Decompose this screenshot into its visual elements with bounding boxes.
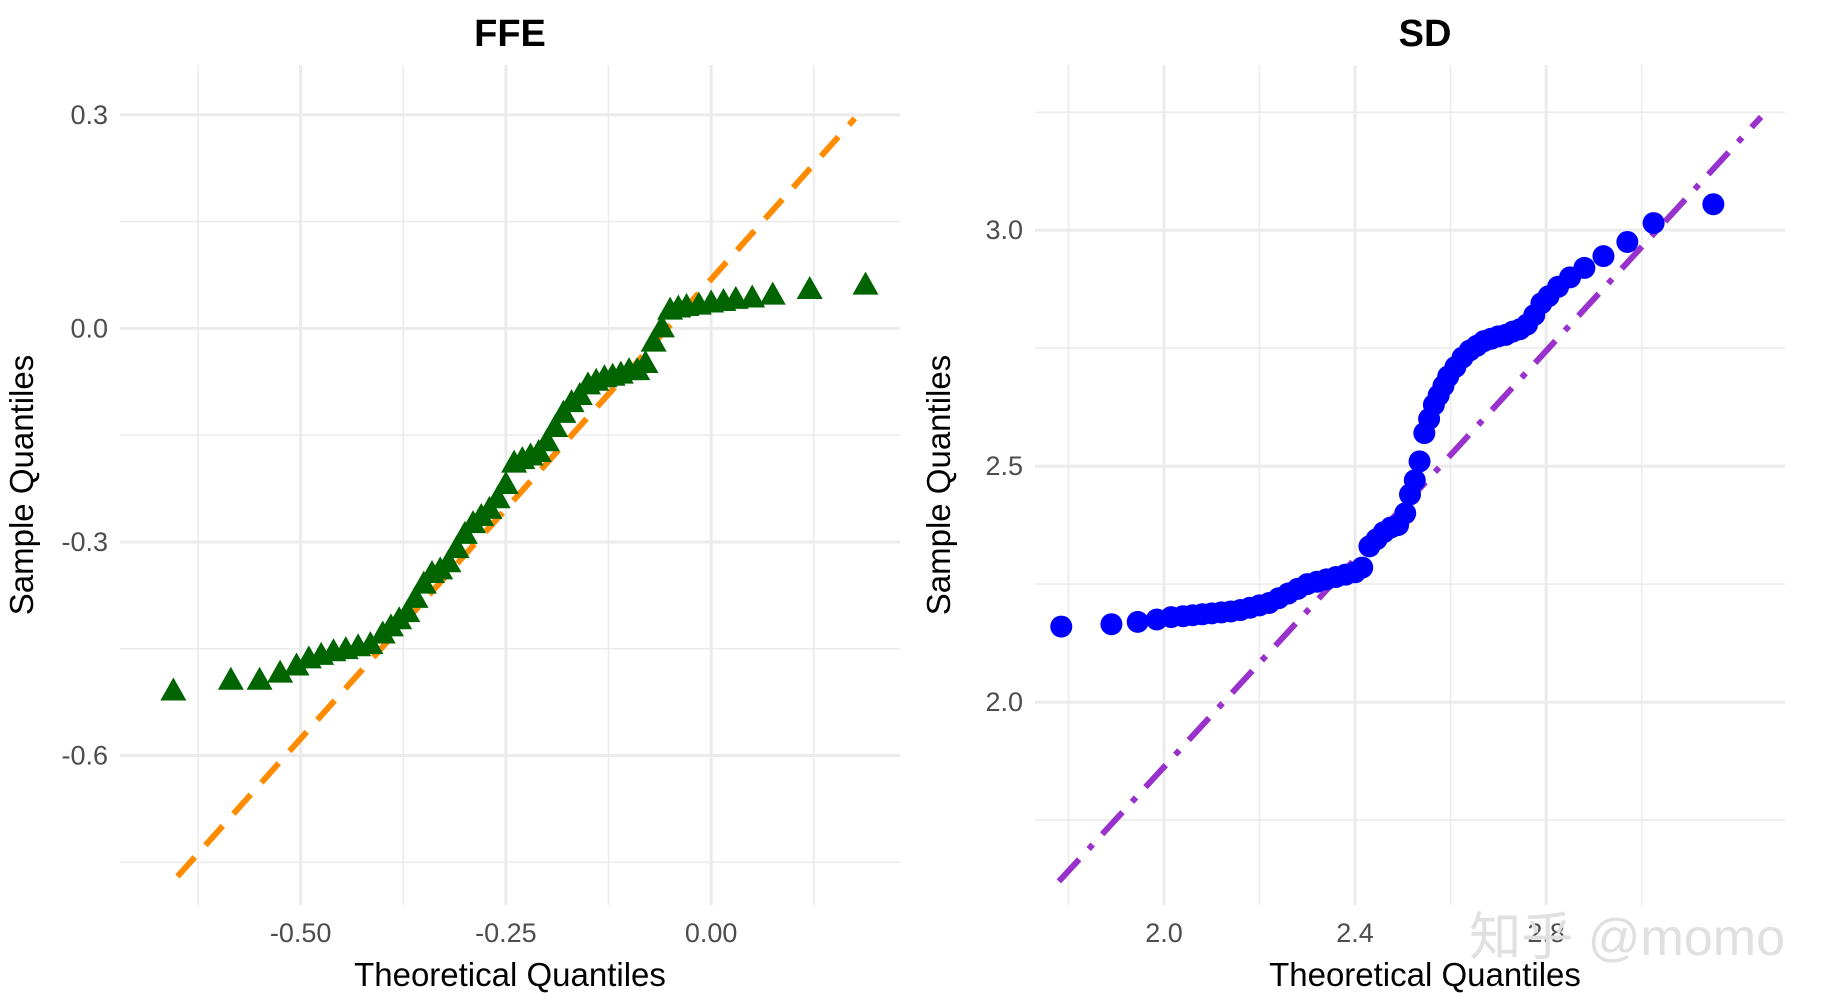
data-points <box>1050 193 1725 638</box>
data-point <box>1616 230 1639 253</box>
data-point <box>217 666 244 690</box>
data-point <box>394 599 421 623</box>
data-point <box>640 328 667 352</box>
x-tick-label: -0.25 <box>475 918 537 948</box>
data-point <box>283 652 310 676</box>
x-tick-label: -0.50 <box>270 918 332 948</box>
data-point <box>533 428 560 452</box>
qq-panel-1: -0.50 -0.25 0.00 0.3 0.0 -0.3 -0.6 FFE Theoretic… <box>3 13 900 993</box>
data-point <box>1050 615 1073 638</box>
data-point <box>542 414 569 438</box>
data-point <box>1642 212 1665 235</box>
watermark: 知乎 @momo <box>1469 909 1785 967</box>
data-point <box>1573 256 1596 279</box>
panel-title: FFE <box>474 13 546 55</box>
data-point <box>402 584 429 608</box>
data-point <box>267 659 294 683</box>
data-point <box>852 271 879 295</box>
y-tick-label: 2.5 <box>985 451 1023 481</box>
data-point <box>1351 556 1374 579</box>
y-tick-label: -0.3 <box>61 527 108 557</box>
data-point <box>632 349 659 373</box>
y-tick-label: 2.0 <box>985 687 1023 717</box>
y-tick-label: 0.3 <box>70 100 108 130</box>
data-point <box>1100 613 1123 636</box>
data-point <box>492 471 519 494</box>
x-axis-title: Theoretical Quantiles <box>354 956 666 993</box>
data-point <box>443 535 470 559</box>
data-point <box>1702 193 1725 216</box>
y-tick-label: 0.0 <box>70 313 108 343</box>
y-tick-label: -0.6 <box>61 741 108 771</box>
x-axis-title: Theoretical Quantiles <box>1269 956 1581 993</box>
x-tick-label: 0.00 <box>685 918 738 948</box>
data-point <box>1408 450 1431 473</box>
data-point <box>160 677 187 701</box>
data-point <box>796 275 823 299</box>
panels: -0.50 -0.25 0.00 0.3 0.0 -0.3 -0.6 FFE Theoretic… <box>3 13 1785 993</box>
x-tick-label: 2.4 <box>1336 918 1374 948</box>
y-axis-title: Sample Quantiles <box>3 355 40 615</box>
data-points <box>160 271 879 701</box>
qq-panel-2: 2.0 2.4 2.8 3.0 2.5 2.0 SD Theoretical Quantile… <box>920 13 1785 993</box>
data-point <box>1403 469 1426 492</box>
data-point <box>648 314 675 338</box>
data-point <box>759 281 786 305</box>
panel-title: SD <box>1399 13 1452 55</box>
qq-reference-line <box>175 116 858 879</box>
y-tick-label: 3.0 <box>985 215 1023 245</box>
data-point <box>1126 610 1149 633</box>
data-point <box>484 485 511 509</box>
y-axis-title: Sample Quantiles <box>920 355 957 615</box>
data-point <box>1592 245 1615 268</box>
x-tick-label: 2.0 <box>1145 918 1183 948</box>
data-point <box>1394 502 1417 525</box>
data-point <box>246 666 273 690</box>
data-point <box>435 549 462 573</box>
x-tick-label: 2.8 <box>1527 918 1565 948</box>
gridlines <box>120 65 900 905</box>
data-point <box>739 284 766 308</box>
